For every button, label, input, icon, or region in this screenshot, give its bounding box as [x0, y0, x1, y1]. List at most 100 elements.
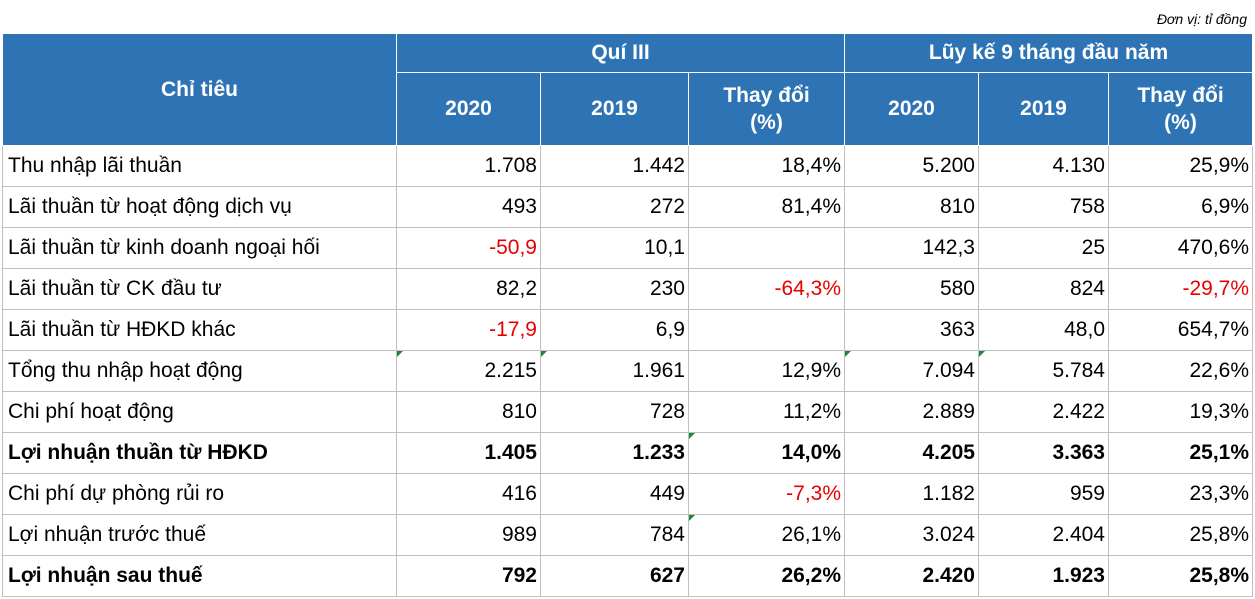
unit-note: Đơn vị: tỉ đồng: [1156, 11, 1247, 27]
header-group-9m: Lũy kế 9 tháng đầu năm: [843, 33, 1254, 73]
cell-ytd-change: 23,3%: [1107, 473, 1254, 515]
cell-q3-2020: 493: [396, 186, 541, 228]
table-row: Tổng thu nhập hoạt động 2.215 1.961 12,9…: [2, 350, 1254, 392]
cell-ytd-2020: 810: [844, 186, 979, 228]
cell-q3-2019: 728: [540, 391, 689, 433]
header-ytd-change-line2: (%): [1164, 111, 1197, 134]
cell-q3-change: 81,4%: [688, 186, 845, 228]
row-label: Lãi thuần từ CK đầu tư: [2, 268, 397, 310]
cell-ytd-change: 6,9%: [1107, 186, 1254, 228]
cell-q3-change: -7,3%: [688, 473, 845, 515]
header-q3-change-line1: Thay đổi: [723, 83, 810, 107]
cell-q3-2019: 1.233: [540, 432, 689, 474]
cell-q3-change: [688, 227, 845, 269]
cell-ytd-2019: 25: [978, 227, 1109, 269]
cell-ytd-change: 22,6%: [1107, 350, 1254, 392]
cell-ytd-2020: 580: [844, 268, 979, 310]
table-row: Lợi nhuận thuần từ HĐKD 1.405 1.233 14,0…: [2, 432, 1254, 474]
table-row: Chi phí hoạt động 810 728 11,2% 2.889 2.…: [2, 391, 1254, 433]
table-row: Thu nhập lãi thuần 1.708 1.442 18,4% 5.2…: [2, 145, 1254, 187]
cell-q3-2019: 10,1: [540, 227, 689, 269]
cell-ytd-change: 25,1%: [1107, 432, 1254, 474]
cell-ytd-2019: 5.784: [978, 350, 1109, 392]
cell-ytd-2020: 7.094: [844, 350, 979, 392]
header-q3-change: Thay đổi (%): [688, 72, 845, 146]
table-row: Lợi nhuận sau thuế 792 627 26,2% 2.420 1…: [2, 555, 1254, 597]
cell-ytd-2020: 1.182: [844, 473, 979, 515]
table-row: Lãi thuần từ kinh doanh ngoại hối -50,9 …: [2, 227, 1254, 269]
header-ytd-2019: 2019: [978, 72, 1109, 146]
cell-q3-2020: 1.708: [396, 145, 541, 187]
cell-q3-2020: 82,2: [396, 268, 541, 310]
cell-ytd-2020: 363: [844, 309, 979, 351]
cell-q3-change: -64,3%: [688, 268, 845, 310]
cell-ytd-2019: 2.422: [978, 391, 1109, 433]
row-label: Tổng thu nhập hoạt động: [2, 350, 397, 392]
header-group-q3: Quí III: [396, 33, 845, 73]
cell-q3-2020: -50,9: [396, 227, 541, 269]
cell-ytd-2020: 4.205: [844, 432, 979, 474]
cell-ytd-2019: 3.363: [978, 432, 1109, 474]
cell-q3-2020: 792: [396, 555, 541, 597]
header-q3-2020: 2020: [396, 72, 541, 146]
cell-ytd-2019: 959: [978, 473, 1109, 515]
cell-ytd-change: 654,7%: [1107, 309, 1254, 351]
cell-ytd-change: -29,7%: [1107, 268, 1254, 310]
cell-ytd-2020: 142,3: [844, 227, 979, 269]
cell-ytd-change: 25,9%: [1107, 145, 1254, 187]
cell-ytd-2019: 824: [978, 268, 1109, 310]
cell-q3-2020: 989: [396, 514, 541, 556]
row-label: Lợi nhuận thuần từ HĐKD: [2, 432, 397, 474]
cell-ytd-change: 25,8%: [1107, 555, 1254, 597]
cell-q3-change: [688, 309, 845, 351]
cell-q3-2019: 272: [540, 186, 689, 228]
cell-ytd-2020: 5.200: [844, 145, 979, 187]
row-label: Lợi nhuận trước thuế: [2, 514, 397, 556]
cell-q3-change: 14,0%: [688, 432, 845, 474]
cell-q3-change: 26,1%: [688, 514, 845, 556]
cell-ytd-2020: 2.420: [844, 555, 979, 597]
cell-q3-change: 12,9%: [688, 350, 845, 392]
cell-ytd-2019: 758: [978, 186, 1109, 228]
cell-ytd-2019: 48,0: [978, 309, 1109, 351]
cell-q3-change: 26,2%: [688, 555, 845, 597]
cell-ytd-2020: 2.889: [844, 391, 979, 433]
cell-q3-2019: 1.961: [540, 350, 689, 392]
cell-ytd-change: 19,3%: [1107, 391, 1254, 433]
row-label: Lãi thuần từ hoạt động dịch vụ: [2, 186, 397, 228]
header-ytd-change: Thay đổi (%): [1107, 72, 1254, 146]
row-label: Chi phí dự phòng rủi ro: [2, 473, 397, 515]
cell-q3-2019: 449: [540, 473, 689, 515]
table-row: Lãi thuần từ HĐKD khác -17,9 6,9 363 48,…: [2, 309, 1254, 351]
financial-table: Chỉ tiêu Quí III Lũy kế 9 tháng đầu năm …: [2, 33, 1254, 597]
cell-q3-2020: 416: [396, 473, 541, 515]
row-label: Thu nhập lãi thuần: [2, 145, 397, 187]
cell-q3-2019: 6,9: [540, 309, 689, 351]
header-indicator: Chỉ tiêu: [2, 33, 397, 146]
header-q3-change-line2: (%): [750, 111, 783, 134]
cell-q3-change: 18,4%: [688, 145, 845, 187]
cell-ytd-2020: 3.024: [844, 514, 979, 556]
cell-ytd-2019: 2.404: [978, 514, 1109, 556]
table-row: Lãi thuần từ CK đầu tư 82,2 230 -64,3% 5…: [2, 268, 1254, 310]
header-q3-2019: 2019: [540, 72, 689, 146]
table-row: Chi phí dự phòng rủi ro 416 449 -7,3% 1.…: [2, 473, 1254, 515]
cell-q3-2019: 1.442: [540, 145, 689, 187]
header-ytd-change-line1: Thay đổi: [1137, 83, 1224, 107]
cell-ytd-2019: 4.130: [978, 145, 1109, 187]
cell-q3-2019: 784: [540, 514, 689, 556]
cell-q3-2019: 230: [540, 268, 689, 310]
row-label: Lãi thuần từ HĐKD khác: [2, 309, 397, 351]
cell-ytd-change: 470,6%: [1107, 227, 1254, 269]
row-label: Chi phí hoạt động: [2, 391, 397, 433]
cell-ytd-2019: 1.923: [978, 555, 1109, 597]
cell-q3-2019: 627: [540, 555, 689, 597]
cell-q3-2020: 1.405: [396, 432, 541, 474]
cell-q3-2020: -17,9: [396, 309, 541, 351]
cell-q3-change: 11,2%: [688, 391, 845, 433]
table-row: Lợi nhuận trước thuế 989 784 26,1% 3.024…: [2, 514, 1254, 556]
table-row: Lãi thuần từ hoạt động dịch vụ 493 272 8…: [2, 186, 1254, 228]
row-label: Lãi thuần từ kinh doanh ngoại hối: [2, 227, 397, 269]
cell-q3-2020: 2.215: [396, 350, 541, 392]
header-ytd-2020: 2020: [844, 72, 979, 146]
